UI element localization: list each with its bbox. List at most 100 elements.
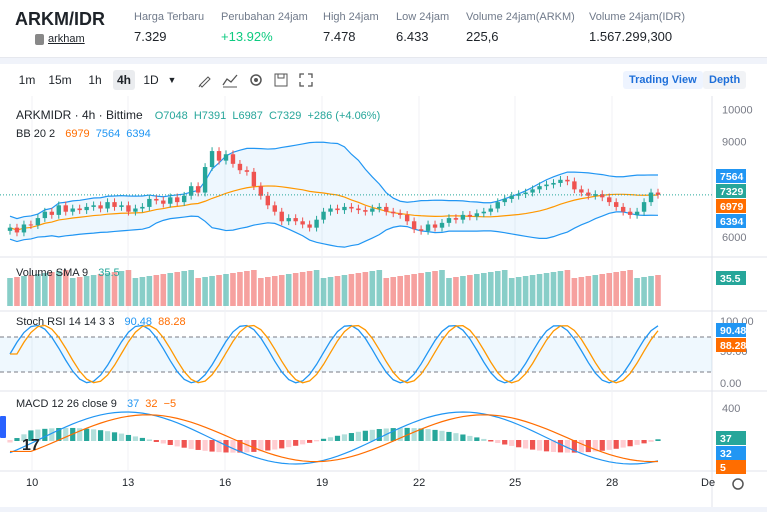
stat-value: 6.433 — [396, 29, 429, 44]
volume-bar — [397, 276, 403, 306]
candle — [467, 214, 473, 217]
stat-3: Low 24jam 6.433 — [396, 11, 449, 44]
stat-value: 1.567.299,300 — [589, 29, 673, 44]
volume-bar — [167, 273, 174, 306]
price-tag-last-bg — [716, 184, 746, 198]
macd-hist-bar — [536, 440, 543, 451]
volume-bar — [529, 275, 536, 306]
chart-area[interactable]: 100009000800070006000756473296979639435.… — [0, 96, 767, 507]
macd-hist-bar — [571, 440, 577, 453]
volume-bar — [383, 278, 390, 306]
macd-hist-bar — [111, 432, 118, 441]
chart-canvas[interactable]: 100009000800070006000756473296979639435.… — [0, 96, 767, 507]
candle — [600, 194, 605, 198]
stoch-tag-d: 88.28 — [720, 340, 746, 352]
macd-hist-bar — [585, 440, 591, 453]
stat-label: Low 24jam — [396, 11, 450, 23]
macd-hist-value: −5 — [163, 398, 177, 410]
macd-hist-bar — [35, 429, 41, 441]
stat-0: Harga Terbaru 7.329 — [134, 11, 204, 44]
candle — [42, 211, 48, 219]
macd-hist-bar — [592, 440, 598, 452]
volume-bar — [578, 277, 585, 306]
candle — [446, 218, 452, 223]
bb-mid-value: 6979 — [65, 128, 90, 140]
macd-hist-bar — [502, 440, 508, 445]
ohlc-low: L6987 — [232, 110, 263, 122]
volume-bar — [522, 276, 529, 306]
timeframe-1m[interactable]: 1m — [18, 73, 36, 87]
volume-legend: Volume SMA 9 35.5 — [16, 267, 123, 279]
macd-hist-bar — [599, 440, 605, 451]
timeframe-4h[interactable]: 4h — [113, 70, 135, 90]
macd-hist-bar — [146, 439, 152, 441]
candle — [579, 189, 584, 193]
macd-hist-bar — [439, 430, 445, 441]
volume-bar — [125, 270, 132, 306]
volume-bar — [362, 272, 369, 306]
candle — [188, 186, 194, 196]
candle — [77, 208, 82, 211]
candle — [314, 219, 319, 228]
macd-hist-bar — [488, 440, 494, 442]
coin-link[interactable]: arkham — [48, 33, 85, 45]
volume-bar — [160, 274, 167, 306]
volume-bar — [550, 272, 557, 306]
volume-bar — [132, 278, 139, 306]
volume-bar — [111, 272, 118, 306]
tab-trading-view[interactable]: Trading View — [623, 71, 703, 89]
stoch-tick: 0.00 — [720, 378, 741, 390]
macd-hist-bar — [543, 440, 550, 452]
settings-icon[interactable] — [248, 72, 264, 88]
macd-hist-bar — [216, 440, 222, 453]
macd-hist-bar — [620, 440, 626, 448]
volume-bar — [432, 271, 438, 306]
candle — [613, 202, 619, 207]
candle — [265, 195, 271, 206]
macd-hist-bar — [91, 429, 97, 441]
volume-bar — [341, 275, 348, 306]
macd-hist-bar — [56, 427, 62, 441]
draw-icon[interactable] — [197, 72, 213, 88]
fullscreen-icon[interactable] — [298, 72, 314, 88]
stoch-label: Stoch RSI 14 14 3 3 — [16, 316, 115, 328]
volume-bar — [327, 277, 334, 306]
indicator-icon[interactable] — [222, 72, 238, 88]
macd-hist-bar — [272, 440, 278, 450]
timeframe-1D[interactable]: 1D — [143, 73, 159, 87]
candle — [558, 179, 563, 183]
macd-hist-bar — [42, 428, 48, 441]
macd-hist-bar — [300, 440, 306, 445]
macd-hist-bar — [425, 429, 431, 441]
macd-hist-bar — [557, 440, 564, 453]
stat-value: 225,6 — [466, 29, 499, 44]
timeframe-15m[interactable]: 15m — [48, 73, 72, 87]
candle — [133, 208, 138, 212]
candle — [474, 213, 480, 217]
macd-hist-bar — [411, 428, 417, 441]
volume-bar — [14, 277, 20, 306]
stat-2: High 24jam 7.478 — [323, 11, 379, 44]
candle — [258, 186, 264, 196]
volume-bar — [355, 273, 362, 306]
candle — [411, 221, 417, 230]
volume-bar — [543, 273, 550, 306]
candle — [593, 194, 598, 196]
macd-hist-bar — [84, 428, 90, 441]
symbol-label: ARKMIDR · 4h · Bittime — [16, 108, 143, 122]
candle — [356, 208, 361, 211]
macd-hist-bar — [139, 437, 145, 441]
timeframe-dropdown-icon[interactable]: ▼ — [167, 75, 177, 85]
volume-bar — [481, 273, 487, 306]
save-icon[interactable] — [273, 72, 289, 88]
candle — [377, 206, 382, 209]
macd-hist-bar — [446, 431, 452, 441]
tab-depth[interactable]: Depth — [703, 71, 747, 89]
volume-bar — [564, 270, 571, 306]
macd-hist-bar — [258, 440, 264, 452]
candle — [439, 222, 445, 228]
candle — [307, 224, 312, 228]
volume-bar — [202, 277, 208, 306]
candle — [119, 205, 124, 207]
timeframe-1h[interactable]: 1h — [88, 73, 102, 87]
